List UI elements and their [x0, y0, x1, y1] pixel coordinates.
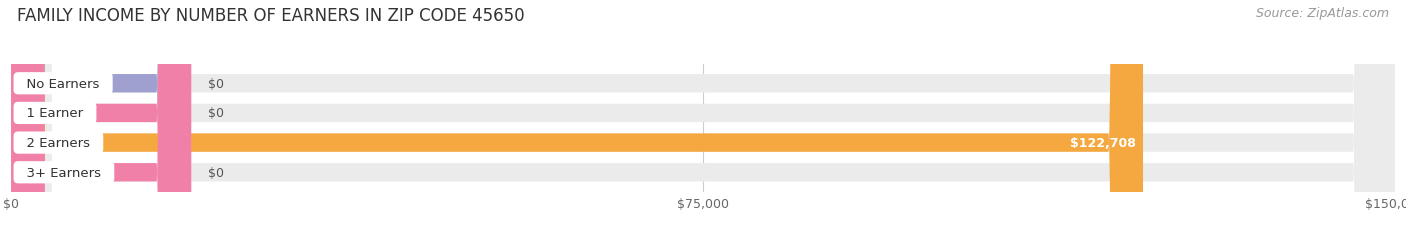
FancyBboxPatch shape	[11, 0, 1395, 231]
Text: $0: $0	[208, 166, 224, 179]
Text: $0: $0	[208, 107, 224, 120]
FancyBboxPatch shape	[11, 0, 1395, 231]
FancyBboxPatch shape	[11, 0, 1143, 231]
Text: Source: ZipAtlas.com: Source: ZipAtlas.com	[1256, 7, 1389, 20]
Text: 1 Earner: 1 Earner	[18, 107, 91, 120]
FancyBboxPatch shape	[11, 0, 1395, 231]
FancyBboxPatch shape	[11, 0, 191, 231]
Text: 2 Earners: 2 Earners	[18, 137, 98, 149]
Text: $0: $0	[208, 77, 224, 90]
FancyBboxPatch shape	[11, 0, 1395, 231]
Text: No Earners: No Earners	[18, 77, 108, 90]
Text: $122,708: $122,708	[1070, 137, 1136, 149]
Text: 3+ Earners: 3+ Earners	[18, 166, 110, 179]
FancyBboxPatch shape	[11, 0, 191, 231]
Text: FAMILY INCOME BY NUMBER OF EARNERS IN ZIP CODE 45650: FAMILY INCOME BY NUMBER OF EARNERS IN ZI…	[17, 7, 524, 25]
FancyBboxPatch shape	[11, 0, 191, 231]
